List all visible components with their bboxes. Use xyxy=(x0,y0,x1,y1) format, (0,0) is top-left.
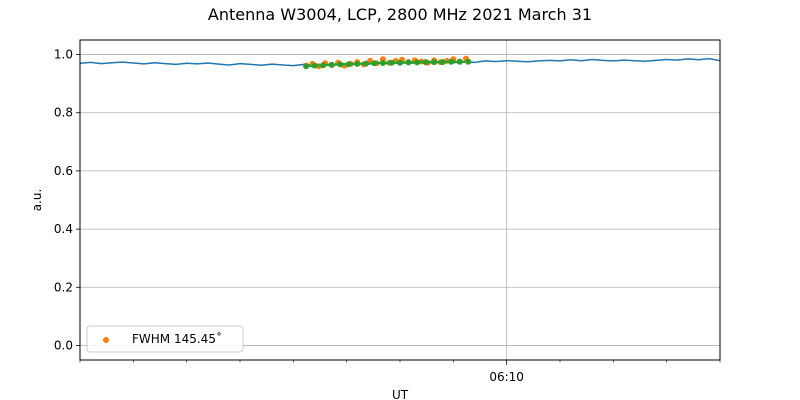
data-point xyxy=(397,59,403,66)
x-axis-label: UT xyxy=(392,388,409,400)
x-tick-label: 06:10 xyxy=(489,370,524,384)
series-2 xyxy=(303,58,472,70)
data-point xyxy=(388,59,395,66)
data-point xyxy=(354,60,361,67)
data-point xyxy=(448,58,455,65)
legend: FWHM 145.45˚ xyxy=(86,325,244,353)
data-point xyxy=(311,62,318,69)
legend-marker xyxy=(103,337,109,343)
grid xyxy=(80,40,720,360)
data-point xyxy=(303,63,310,70)
y-tick-label: 0.6 xyxy=(54,164,73,178)
data-point xyxy=(345,61,352,68)
data-point xyxy=(379,60,386,66)
data-point xyxy=(337,61,344,68)
data-point xyxy=(431,59,438,66)
plot-data xyxy=(79,55,721,70)
data-point xyxy=(456,58,463,65)
data-point xyxy=(320,62,327,69)
data-point xyxy=(414,59,421,66)
chart-title: Antenna W3004, LCP, 2800 MHz 2021 March … xyxy=(208,5,592,24)
y-tick-label: 0.0 xyxy=(54,338,73,352)
y-tick-label: 1.0 xyxy=(54,48,73,62)
data-point xyxy=(371,60,378,67)
plot-frame xyxy=(79,39,721,361)
y-axis-label: a.u. xyxy=(30,189,44,212)
legend-entry: FWHM 145.45˚ xyxy=(132,331,222,346)
y-tick-label: 0.8 xyxy=(54,106,73,120)
legend-box xyxy=(86,325,244,353)
y-tick-label: 0.2 xyxy=(54,280,73,294)
data-point xyxy=(328,61,335,68)
data-point xyxy=(362,60,369,67)
y-tick-label: 0.4 xyxy=(54,222,73,236)
axes: 0.0 0.2 0.4 0.6 0.8 1.0 06:10 xyxy=(54,48,721,384)
data-point xyxy=(439,59,446,66)
data-point xyxy=(422,59,429,66)
data-point xyxy=(405,59,412,66)
data-point xyxy=(465,58,472,65)
